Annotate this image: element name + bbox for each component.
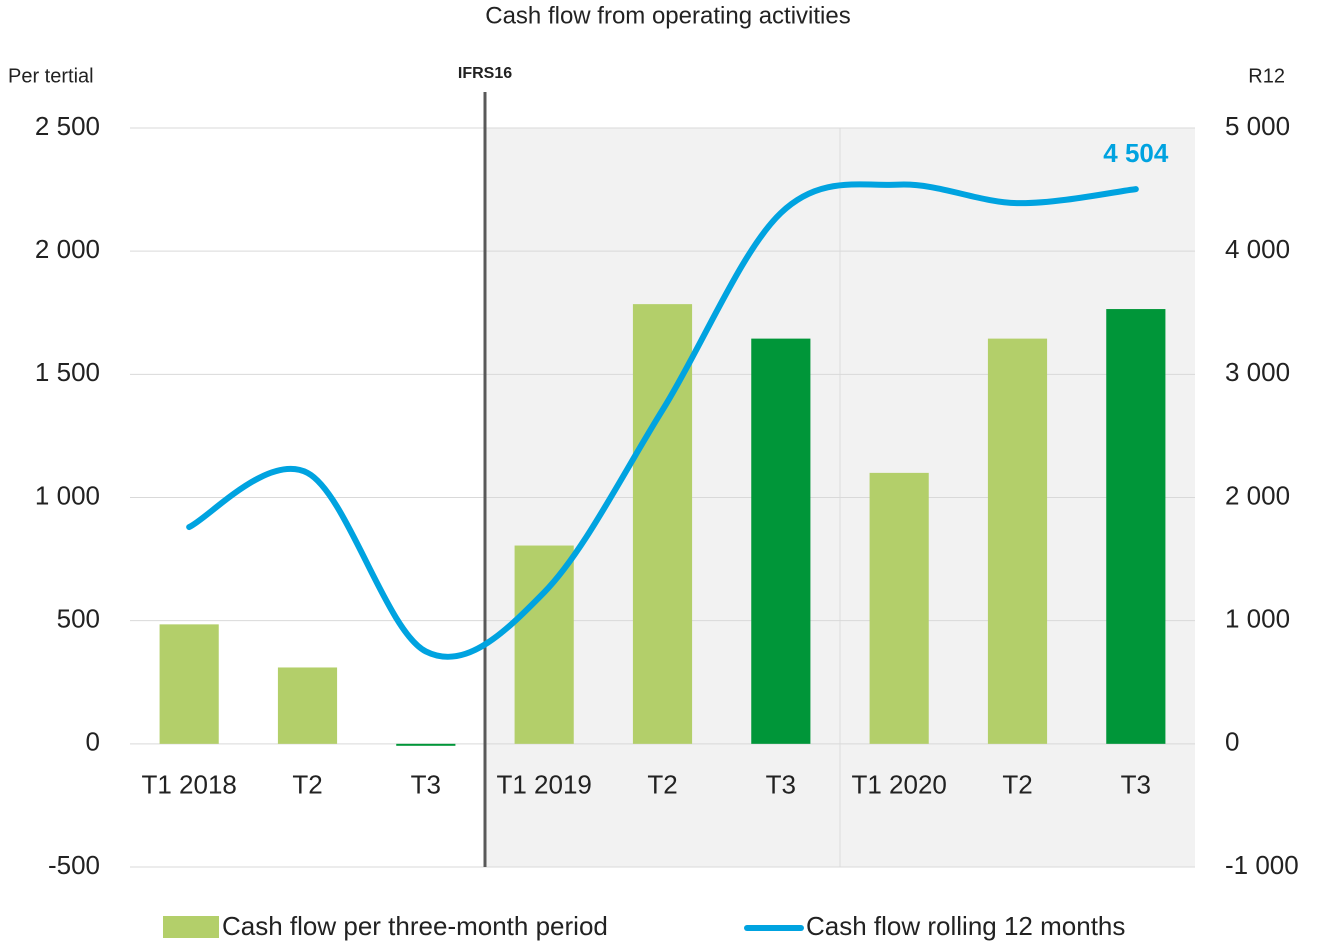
annotation: IFRS16 bbox=[458, 65, 512, 82]
bar bbox=[514, 545, 574, 744]
x-tick-label: T1 2020 bbox=[851, 770, 946, 800]
y2-tick-label: 2 000 bbox=[1225, 480, 1290, 510]
legend-label: Cash flow per three-month period bbox=[222, 911, 608, 941]
y2-tick-label: 1 000 bbox=[1225, 604, 1290, 634]
x-tick-label: T3 bbox=[1121, 770, 1151, 800]
y2-tick-label: -1 000 bbox=[1225, 850, 1299, 880]
y2-axis-title: R12 bbox=[1248, 65, 1285, 87]
y2-tick-label: 4 000 bbox=[1225, 234, 1290, 264]
bar bbox=[1106, 309, 1166, 744]
bar bbox=[277, 667, 338, 744]
bar bbox=[751, 338, 811, 744]
x-tick-label: T2 bbox=[647, 770, 677, 800]
legend-swatch bbox=[163, 916, 219, 938]
x-tick-label: T2 bbox=[1002, 770, 1032, 800]
x-tick-label: T1 2019 bbox=[496, 770, 591, 800]
legend-label: Cash flow rolling 12 months bbox=[806, 911, 1125, 941]
x-tick-label: T1 2018 bbox=[141, 770, 236, 800]
y2-tick-label: 3 000 bbox=[1225, 357, 1290, 387]
y-tick-label: 2 500 bbox=[35, 111, 100, 141]
y-tick-label: 2 000 bbox=[35, 234, 100, 264]
y-tick-label: 1 500 bbox=[35, 357, 100, 387]
y-tick-label: 1 000 bbox=[35, 480, 100, 510]
x-tick-label: T3 bbox=[766, 770, 796, 800]
x-tick-label: T2 bbox=[292, 770, 322, 800]
bar bbox=[869, 472, 929, 744]
y-tick-label: 500 bbox=[57, 604, 100, 634]
y2-tick-label: 0 bbox=[1225, 727, 1239, 757]
y-axis-title: Per tertial bbox=[8, 65, 94, 87]
y-tick-label: 0 bbox=[86, 727, 100, 757]
line-series bbox=[186, 181, 1139, 660]
bar bbox=[987, 338, 1048, 744]
y-tick-label: -500 bbox=[48, 850, 100, 880]
y2-tick-label: 5 000 bbox=[1225, 111, 1290, 141]
data-label: 4 504 bbox=[1103, 138, 1169, 168]
x-tick-label: T3 bbox=[411, 770, 441, 800]
chart-title: Cash flow from operating activities bbox=[485, 2, 850, 29]
bar bbox=[159, 624, 219, 744]
bar bbox=[396, 743, 456, 746]
